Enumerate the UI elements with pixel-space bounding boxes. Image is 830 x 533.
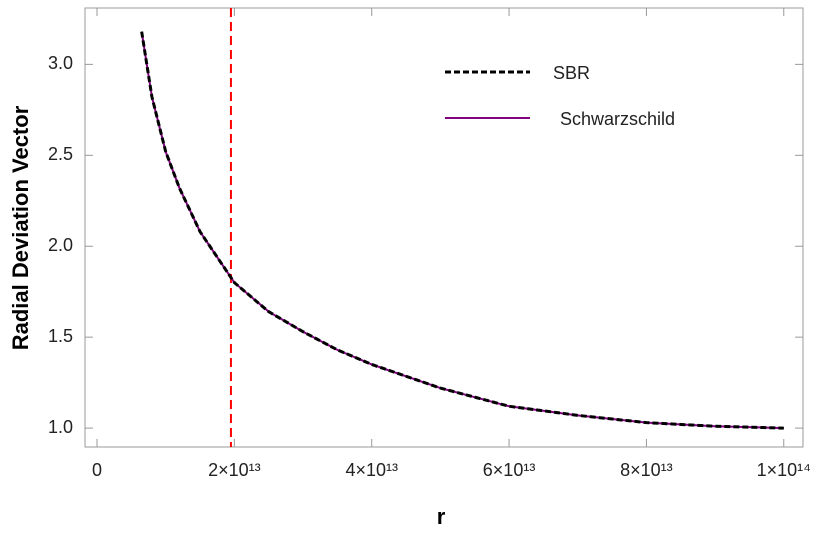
- y-tick-label: 2.0: [48, 235, 73, 255]
- x-tick-label: 8×10¹³: [620, 460, 673, 480]
- x-tick-label: 2×10¹³: [208, 460, 261, 480]
- y-tick-label: 3.0: [48, 53, 73, 73]
- y-axis-label: Radial Deviation Vector: [8, 105, 33, 350]
- x-tick-label: 4×10¹³: [345, 460, 398, 480]
- x-tick-label: 0: [92, 460, 102, 480]
- y-tick-label: 2.5: [48, 144, 73, 164]
- series-line: [140, 31, 784, 430]
- plot-frame: [84, 7, 804, 448]
- x-tick-label: 1×10¹⁴: [757, 460, 811, 480]
- y-tick-label: 1.0: [48, 417, 73, 437]
- legend-label: SBR: [553, 63, 590, 83]
- x-axis-label: r: [437, 504, 446, 529]
- x-tick-label: 6×10¹³: [483, 460, 536, 480]
- series-line: [140, 31, 784, 430]
- y-tick-label: 1.5: [48, 326, 73, 346]
- legend-label: Schwarzschild: [560, 109, 675, 129]
